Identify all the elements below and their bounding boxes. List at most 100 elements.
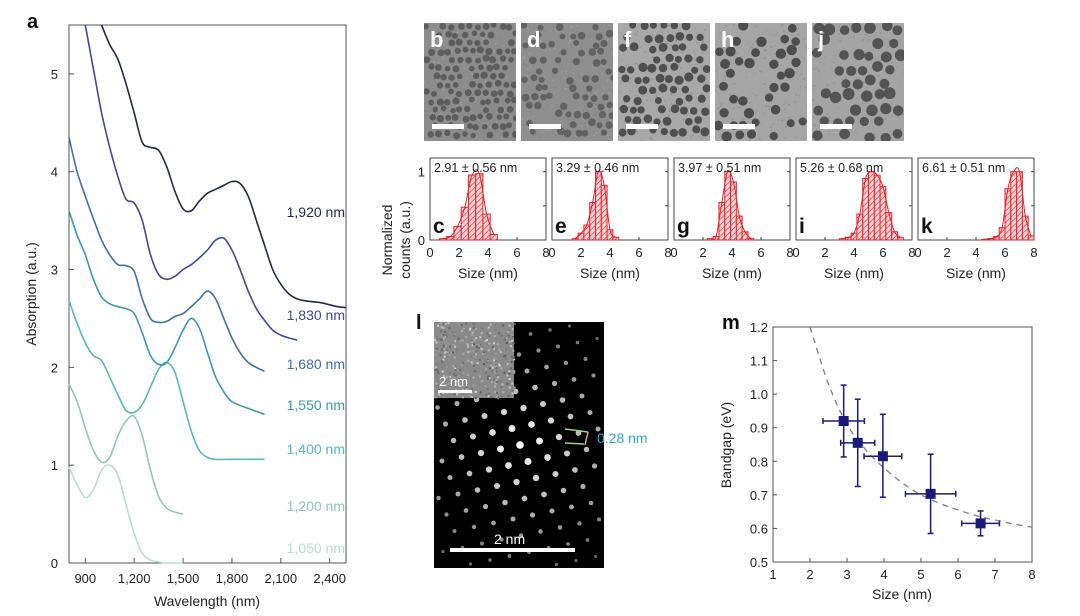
tem-noise [489,126,491,128]
tem-noise [624,27,627,30]
inset-texture [441,370,444,373]
inset-texture [440,338,443,340]
tem-noise [774,118,776,120]
nanocrystal [851,23,862,33]
histogram-bar [718,201,726,241]
nanocrystal [432,106,439,113]
tem-noise [639,138,641,140]
tem-noise [550,88,553,90]
tem-noise [491,40,494,42]
tem-noise [839,44,841,47]
tem-noise [547,104,549,106]
nanocrystal [692,125,701,134]
nanocrystal [455,38,463,46]
nanocrystal [470,47,476,54]
tem-noise [763,57,766,59]
tem-noise [798,86,800,88]
tem-noise [884,117,886,120]
tem-noise [636,34,639,36]
tem-noise [637,70,639,72]
atom-column [507,554,512,558]
tem-noise [780,69,782,71]
tem-noise [552,79,555,82]
inset-texture [482,351,485,354]
histogram-bar [873,174,881,241]
tem-noise [798,34,800,36]
tem-noise [464,105,466,108]
tem-noise [751,69,753,72]
nanocrystal [466,39,473,46]
nanocrystal [619,43,627,52]
nanocrystal [738,23,749,31]
tem-noise [740,119,742,122]
nanocrystal [499,55,507,62]
x-tick-label: 8 [786,245,793,260]
inset-texture [510,361,513,364]
tem-noise [441,132,443,134]
nanocrystal [479,31,486,38]
tem-noise [780,81,782,84]
atom-column [593,554,598,559]
nanocrystal [505,122,513,129]
tem-noise [649,137,651,139]
x-tick-label: 2 [577,245,584,260]
tem-noise [466,37,468,40]
tem-noise [754,60,757,63]
nanocrystal [490,23,497,28]
atom-column [502,499,508,506]
nanocrystal [535,68,543,75]
inset-texture [464,382,467,385]
tem-noise [566,72,569,74]
nanocrystal [643,114,653,124]
nanocrystal [434,64,442,71]
tem-noise [755,58,757,61]
inset-texture [445,340,448,343]
nanocrystal [581,129,589,137]
inset-texture [452,344,455,347]
nanocrystal [588,48,597,56]
atom-column [441,549,445,554]
atom-column [468,562,473,566]
series-label: 1,830 nm [287,307,345,323]
nanocrystal [700,43,708,51]
tem-noise [602,87,605,89]
inset-texture [485,368,488,371]
tem-noise [461,121,464,123]
tem-noise [576,31,578,33]
inset-texture [510,346,513,349]
x-tick-label: 4 [880,567,887,582]
tem-noise [482,86,484,89]
tem-noise [837,109,840,111]
tem-noise [662,34,664,37]
tem-noise [727,81,729,84]
atom-column [574,558,578,563]
tem-noise [680,91,683,94]
atom-column [566,542,570,546]
nanocrystal [662,116,672,126]
tem-noise [761,116,764,118]
nanocrystal [529,56,537,65]
absorption-line-1400 [68,300,265,461]
tem-noise [704,75,707,77]
tem-noise [626,134,628,136]
inset-texture [449,353,452,356]
tem-noise [495,43,497,45]
atom-column [469,433,477,440]
tem-noise [874,31,877,33]
inset-texture [440,334,443,337]
nanocrystal [883,87,896,100]
tem-noise [858,60,861,62]
histogram-bar [1021,215,1029,241]
data-point [960,510,1001,537]
atom-column [439,458,445,464]
tem-noise [634,33,637,35]
tem-noise [551,75,554,78]
nanocrystal [444,48,451,56]
nanocrystal [675,31,685,41]
tem-noise [463,68,465,70]
atom-column [524,458,532,465]
inset-texture [454,369,457,372]
nanocrystal [555,109,563,117]
tem-noise [549,25,552,28]
inset-texture [477,347,480,350]
